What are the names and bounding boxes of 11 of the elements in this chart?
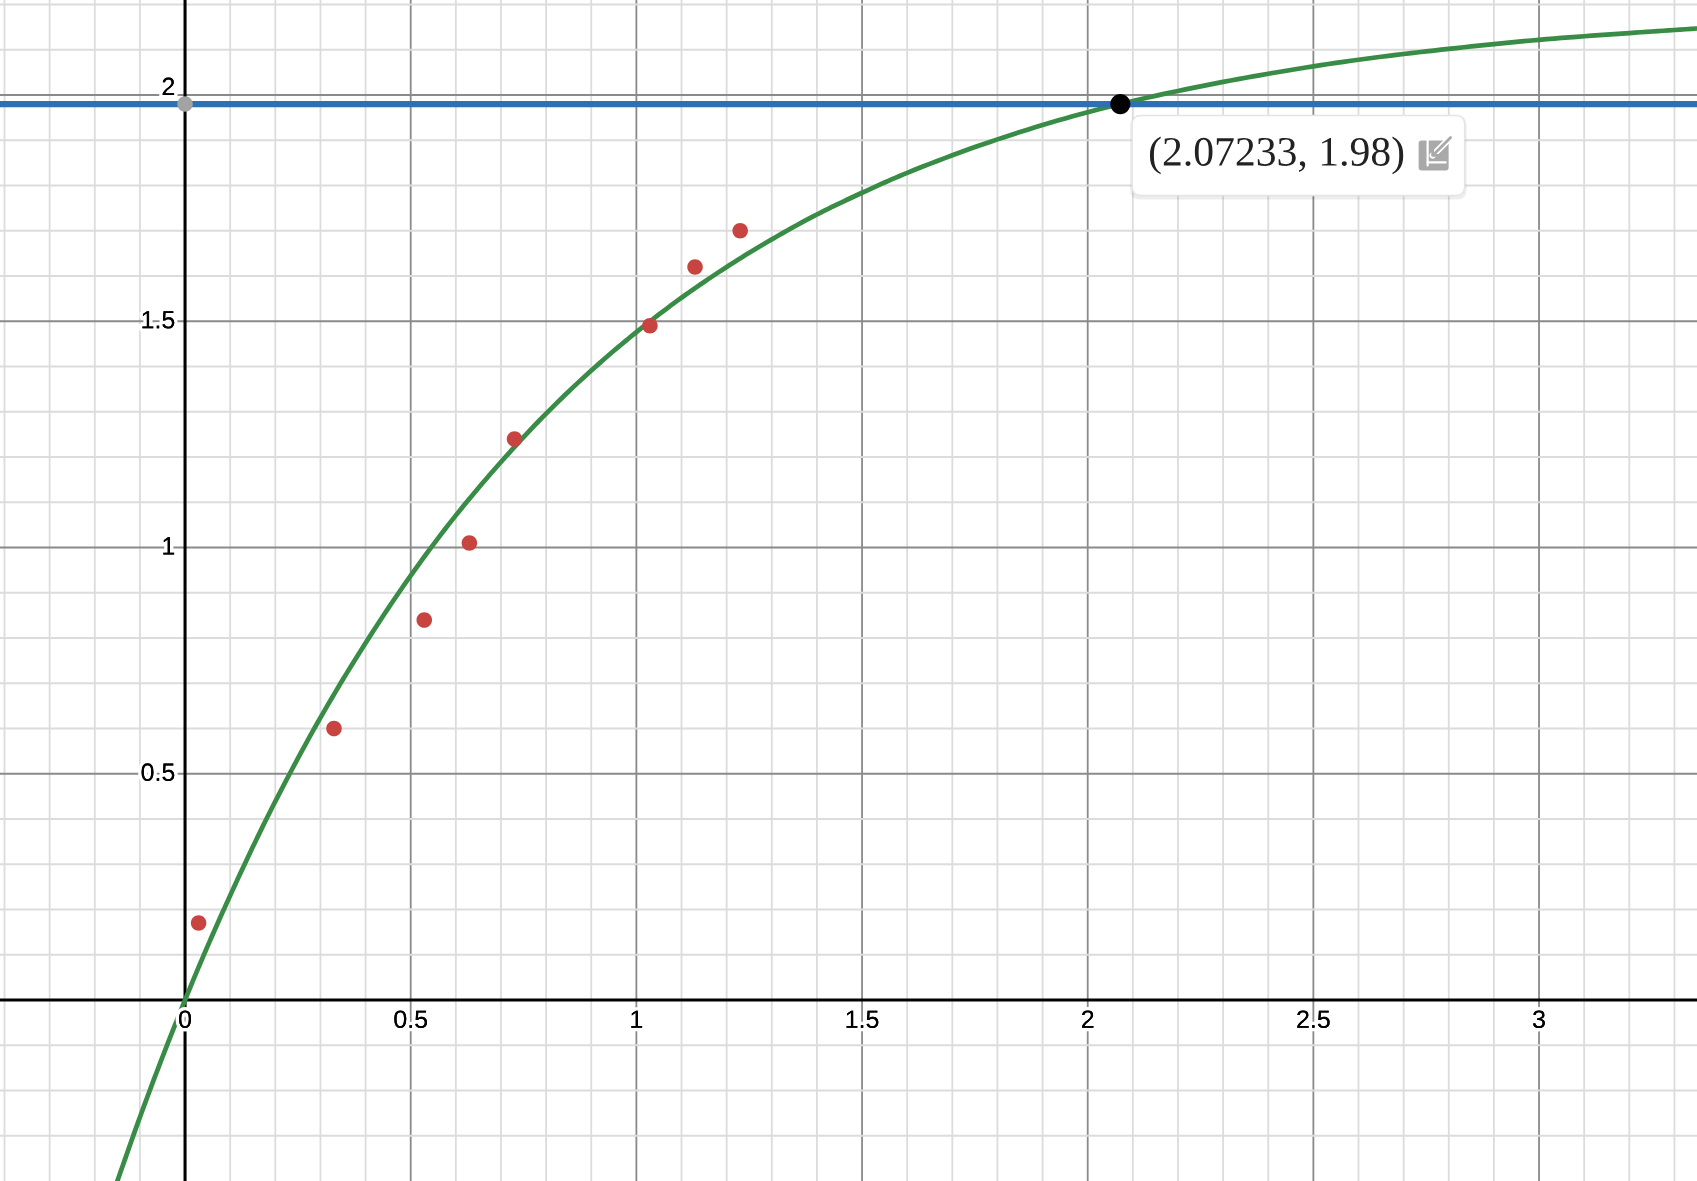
y-tick-label: 0.5 [141, 763, 175, 782]
x-tick-label: 2.5 [1297, 1010, 1330, 1029]
x-tick-label: 0.5 [394, 1010, 428, 1029]
annotation: (2.07233, 1.98) [1149, 136, 1404, 175]
y-tick-label: 1 [163, 537, 175, 555]
y-tick-label: 2 [162, 77, 175, 96]
x-tick-label: 1.5 [846, 1010, 879, 1029]
x-tick-label: 3 [1533, 1010, 1545, 1029]
x-tick-label: 1 [631, 1010, 643, 1028]
y-tick-label: 1.5 [142, 311, 175, 329]
x-tick-label: 2 [1082, 1010, 1094, 1028]
